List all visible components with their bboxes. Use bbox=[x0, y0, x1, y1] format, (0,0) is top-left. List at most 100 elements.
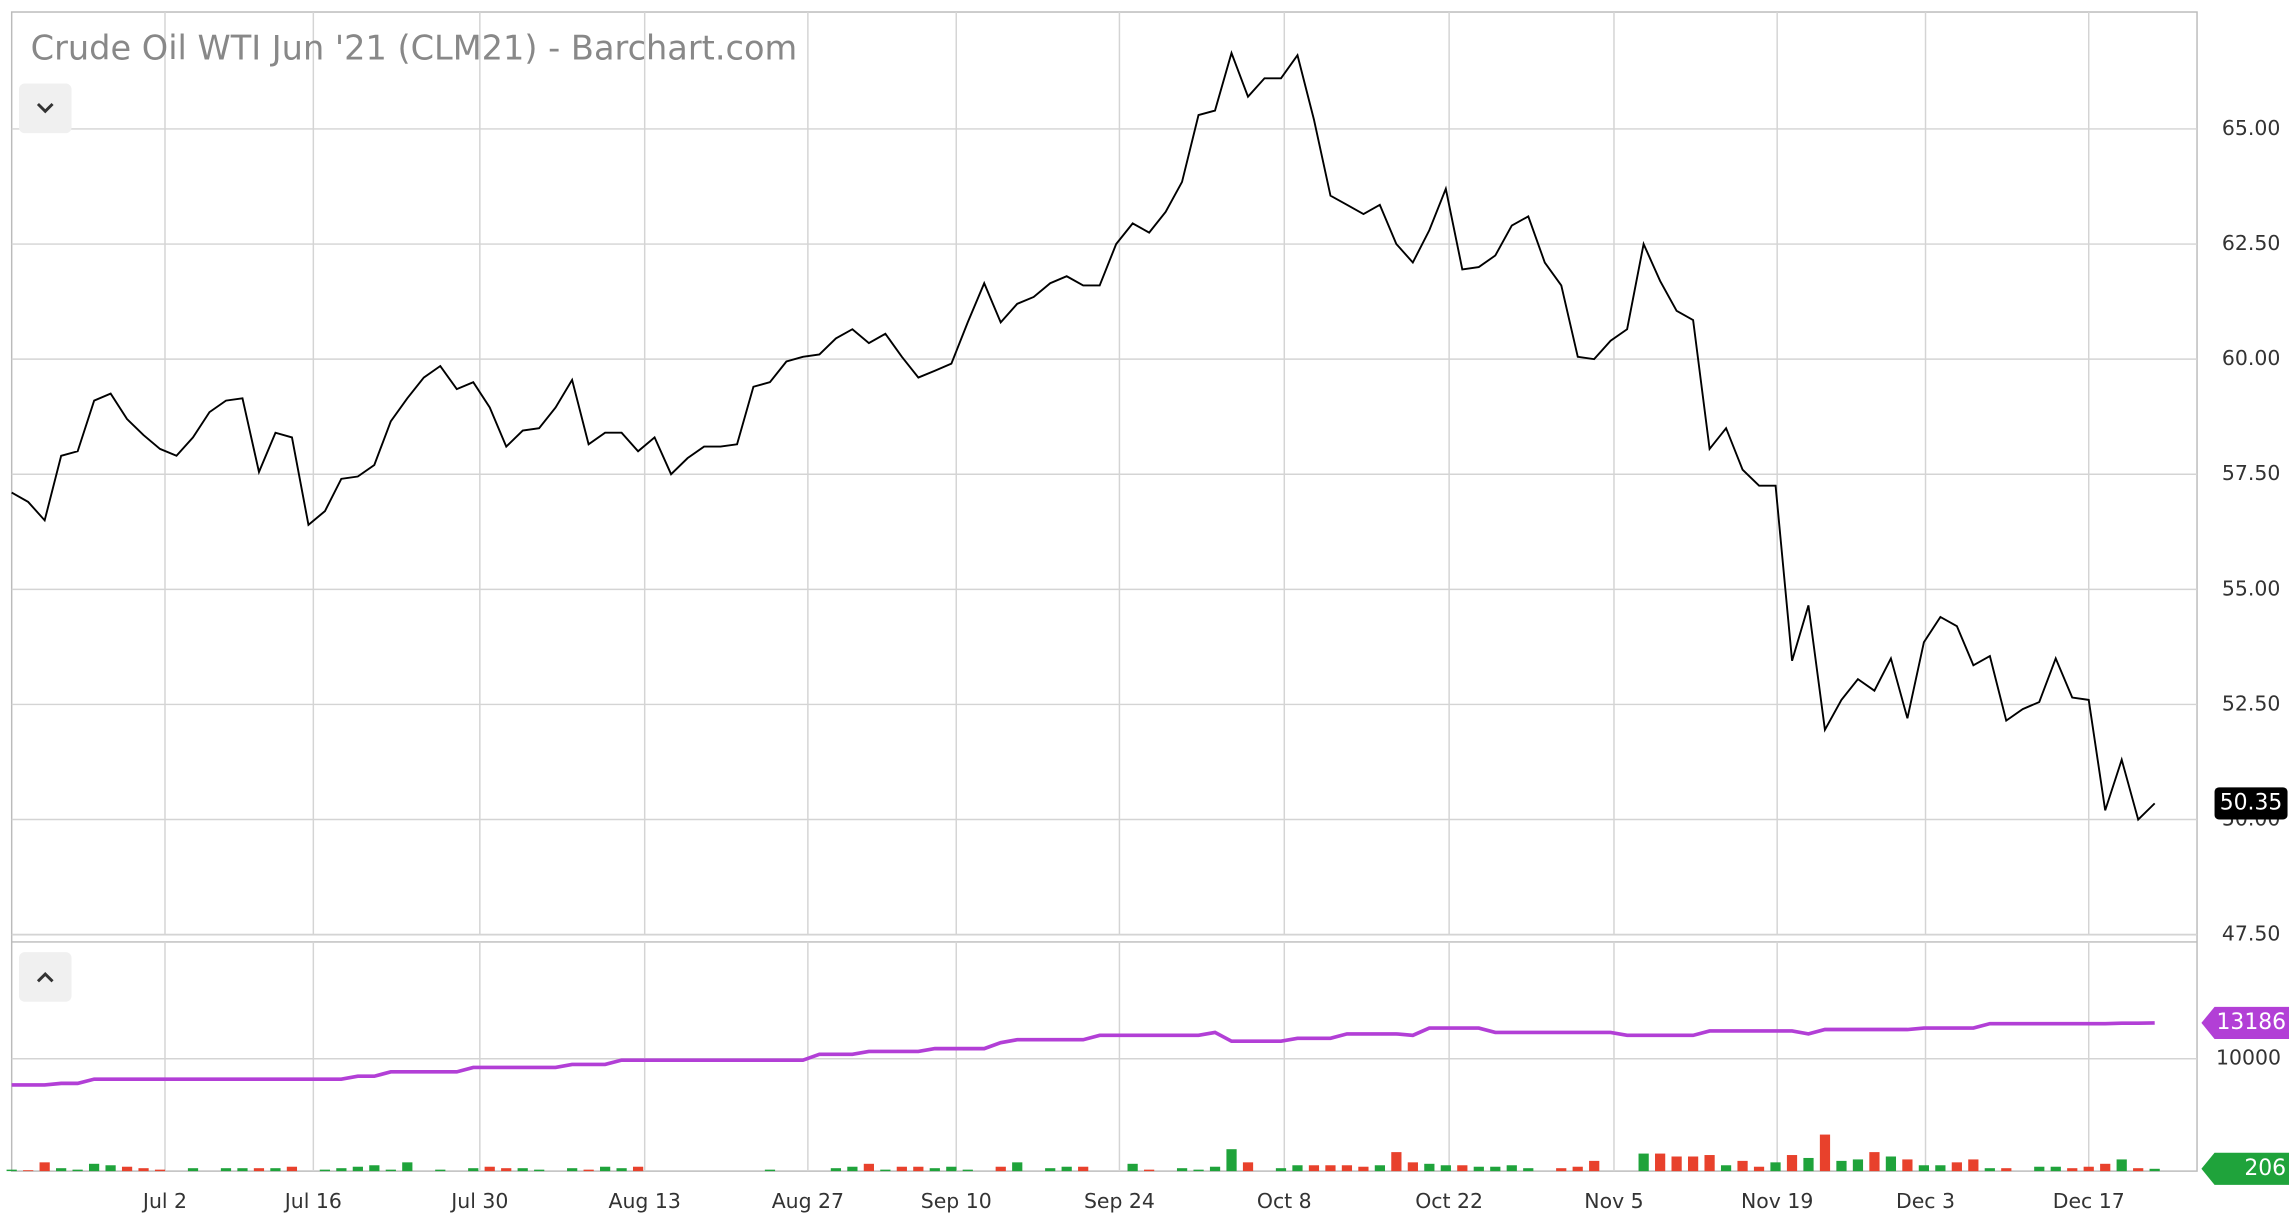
volume-bar bbox=[616, 1168, 627, 1172]
volume-bar bbox=[402, 1162, 413, 1172]
volume-bar bbox=[1968, 1159, 1979, 1172]
volume-bar bbox=[1045, 1168, 1056, 1172]
volume-bar bbox=[1193, 1169, 1204, 1172]
x-tick-label: Oct 8 bbox=[1257, 1189, 1312, 1213]
volume-bar bbox=[1242, 1162, 1254, 1172]
volume-bar bbox=[2001, 1168, 2012, 1172]
volume-bar bbox=[105, 1165, 116, 1172]
x-tick-label: Dec 17 bbox=[2053, 1189, 2125, 1213]
volume-bar bbox=[962, 1169, 973, 1172]
volume-bar bbox=[2149, 1168, 2160, 1172]
y-tick-label: 55.00 bbox=[2222, 576, 2280, 600]
volume-bar bbox=[830, 1168, 842, 1172]
volume-bar bbox=[319, 1169, 330, 1172]
volume-bar bbox=[220, 1168, 232, 1172]
volume-bar bbox=[154, 1169, 166, 1172]
collapse-button[interactable] bbox=[18, 83, 72, 134]
x-tick-label: Sep 24 bbox=[1084, 1189, 1155, 1213]
volume-bar bbox=[1786, 1155, 1798, 1172]
x-tick-label: Dec 3 bbox=[1896, 1189, 1955, 1213]
volume-bar bbox=[1473, 1166, 1484, 1172]
volume-bar bbox=[6, 1169, 17, 1172]
x-tick-label: Aug 27 bbox=[772, 1189, 844, 1213]
last-value-label: 50.35 bbox=[2220, 790, 2283, 815]
volume-bar bbox=[237, 1168, 248, 1172]
volume-bar bbox=[56, 1168, 67, 1172]
volume-bar bbox=[1770, 1162, 1781, 1172]
volume-bar bbox=[1836, 1160, 1847, 1172]
x-tick-label: Jul 30 bbox=[449, 1189, 508, 1213]
x-tick-label: Sep 10 bbox=[921, 1189, 992, 1213]
x-tick-label: Nov 19 bbox=[1741, 1189, 1813, 1213]
volume-bar bbox=[1869, 1152, 1880, 1172]
volume-bar bbox=[567, 1168, 578, 1172]
volume-bar bbox=[2067, 1168, 2078, 1172]
x-tick-label: Aug 13 bbox=[609, 1189, 681, 1213]
volume-bar bbox=[1918, 1165, 1929, 1172]
volume-bar bbox=[1951, 1162, 1962, 1172]
volume-bar bbox=[1753, 1166, 1765, 1172]
volume-bar bbox=[253, 1168, 265, 1172]
volume-bar bbox=[1226, 1149, 1237, 1172]
volume-bar bbox=[1589, 1160, 1600, 1172]
y-tick-label: 60.00 bbox=[2222, 346, 2280, 370]
volume-bar bbox=[1424, 1163, 1435, 1172]
volume-bar bbox=[1737, 1160, 1748, 1172]
volume-bar bbox=[1803, 1157, 1814, 1172]
volume-bar bbox=[1358, 1166, 1369, 1172]
last-value-badge bbox=[2201, 1152, 2289, 1185]
volume-bar bbox=[946, 1166, 957, 1172]
volume-bar bbox=[1127, 1163, 1138, 1172]
volume-bar bbox=[501, 1168, 512, 1172]
line bbox=[11, 1021, 2155, 1087]
x-tick-label: Jul 2 bbox=[141, 1189, 187, 1213]
volume-bar bbox=[880, 1169, 891, 1172]
volume-bar bbox=[121, 1166, 133, 1172]
volume-bar bbox=[1078, 1166, 1089, 1172]
volume-bar bbox=[517, 1168, 528, 1172]
volume-bar bbox=[336, 1168, 347, 1172]
volume-bar bbox=[2034, 1166, 2045, 1172]
volume-bar bbox=[1176, 1168, 1188, 1172]
volume-bar bbox=[1885, 1156, 1897, 1172]
volume-bar bbox=[1556, 1168, 1567, 1172]
volume-bar bbox=[468, 1168, 479, 1172]
volume-bar bbox=[1209, 1166, 1221, 1172]
last-value-label: 206 bbox=[2244, 1156, 2286, 1181]
volume-bar bbox=[583, 1169, 594, 1172]
last-value-badge bbox=[2214, 787, 2288, 820]
volume-bar bbox=[2083, 1166, 2094, 1172]
chart-title: Crude Oil WTI Jun '21 (CLM21) - Barchart… bbox=[31, 28, 798, 67]
volume-bar bbox=[847, 1166, 858, 1172]
volume-bar bbox=[1457, 1165, 1468, 1172]
volume-bar bbox=[352, 1166, 363, 1172]
volume-bar bbox=[1440, 1165, 1451, 1172]
volume-bar bbox=[632, 1166, 644, 1172]
plot-frame bbox=[10, 11, 2198, 1172]
y-tick-label: 52.50 bbox=[2222, 691, 2280, 715]
volume-bar bbox=[1704, 1155, 1715, 1172]
y-tick-label: 47.50 bbox=[2222, 922, 2280, 946]
volume-bar bbox=[1292, 1165, 1303, 1172]
volume-bar bbox=[435, 1169, 446, 1172]
volume-bar bbox=[88, 1163, 100, 1172]
volume-bar bbox=[1935, 1165, 1946, 1172]
volume-bar bbox=[1506, 1165, 1517, 1172]
expand-button[interactable] bbox=[18, 952, 72, 1002]
volume-bar bbox=[1308, 1165, 1320, 1172]
volume-bar bbox=[896, 1166, 907, 1172]
volume-bar bbox=[1325, 1165, 1336, 1172]
volume-bar bbox=[1374, 1165, 1386, 1172]
volume-bar bbox=[913, 1166, 924, 1172]
last-value-badge bbox=[2201, 1006, 2289, 1039]
volume-bar bbox=[1819, 1134, 1831, 1172]
x-tick-label: Jul 16 bbox=[283, 1189, 342, 1213]
volume-bar bbox=[600, 1166, 611, 1172]
volume-bar bbox=[1852, 1159, 1864, 1172]
volume-bar bbox=[72, 1169, 83, 1172]
volume-bar bbox=[1655, 1153, 1666, 1172]
volume-bar bbox=[1720, 1165, 1732, 1172]
volume-bar bbox=[2116, 1159, 2127, 1172]
volume-bar bbox=[1572, 1166, 1583, 1172]
volume-bar bbox=[1061, 1166, 1072, 1172]
